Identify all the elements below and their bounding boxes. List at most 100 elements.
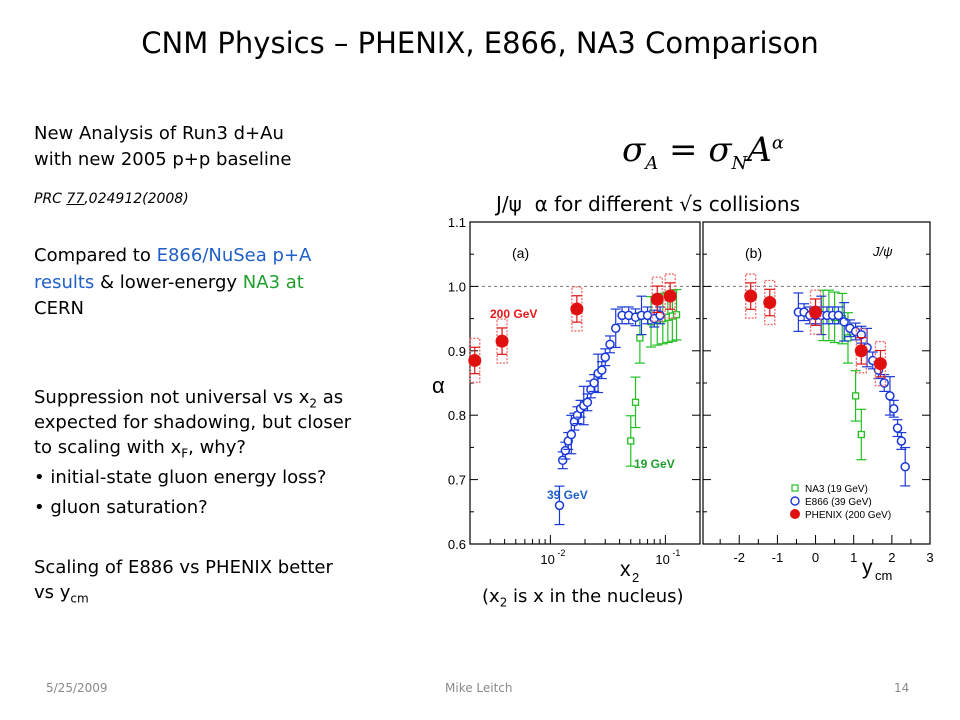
- y-tick-label: 0.9: [448, 344, 466, 359]
- phenix-point: [809, 305, 823, 319]
- panel-particle-label: J/ψ: [872, 244, 893, 259]
- slide-title: CNM Physics – PHENIX, E866, NA3 Comparis…: [141, 26, 819, 60]
- formula-sigma-n: σ: [708, 130, 732, 170]
- e866-point: [597, 365, 607, 375]
- e866-point: [833, 310, 844, 321]
- plot-note-a: (x: [482, 586, 500, 607]
- bullet-saturation: • gluon saturation?: [34, 497, 208, 518]
- formula-sub-n: N: [731, 152, 748, 174]
- e866-point: [589, 378, 599, 388]
- e866-point: [554, 500, 565, 511]
- plot-note-b: is x in the nucleus): [507, 586, 684, 607]
- phenix-point: [495, 334, 509, 348]
- x-tick-label: 2: [888, 550, 895, 565]
- e866-point: [557, 455, 568, 466]
- na3-point: [851, 392, 860, 400]
- scaling-cm-sub: cm: [70, 591, 89, 606]
- y-axis-label: α: [432, 373, 445, 398]
- x-tick-label: -1: [772, 550, 784, 565]
- bullet-energy-loss: • initial-state gluon energy loss?: [34, 467, 327, 488]
- x-axis-label-sub: 2: [632, 570, 639, 585]
- compare-na3: NA3 at: [242, 272, 304, 293]
- scaling-vs: vs y: [34, 582, 71, 603]
- formula-alpha: α: [771, 132, 785, 154]
- na3-point: [627, 437, 635, 445]
- e866-point: [879, 378, 889, 388]
- e866-point: [582, 397, 593, 408]
- footer-author: Mike Leitch: [445, 681, 513, 695]
- compare-line-2: results & lower-energy NA3 at: [34, 271, 304, 295]
- compare-cern: CERN: [34, 298, 84, 319]
- y-tick-label: 1.0: [448, 279, 466, 294]
- x-tick-label: 0: [812, 550, 819, 565]
- scaling-xf-sub: F: [181, 446, 189, 461]
- x-tick-label: 10: [540, 552, 554, 567]
- legend-marker-na3: [791, 484, 799, 492]
- formula-sigma-a: σ: [622, 130, 646, 170]
- e866-point: [896, 436, 907, 446]
- x-tick-exponent: -1: [672, 548, 680, 558]
- formula: σA = σNAα: [622, 130, 784, 174]
- plot-note-sub: 2: [499, 595, 508, 610]
- suppression-text: Suppression not universal vs x: [34, 387, 310, 408]
- plot-title: J/ψ α for different √s collisions: [496, 192, 800, 216]
- suppression-sub: 2: [309, 396, 317, 411]
- plot-title-rest: α for different √s collisions: [534, 192, 800, 216]
- compare-prefix: Compared to: [34, 245, 157, 266]
- scaling-xf-text: to scaling with x: [34, 437, 182, 458]
- reference-volume: 77: [66, 191, 85, 207]
- y-tick-label: 0.8: [448, 408, 466, 423]
- panel-label: (a): [512, 245, 529, 261]
- phenix-point: [854, 344, 868, 358]
- formula-equals: =: [658, 130, 709, 170]
- na3-point: [672, 311, 681, 319]
- phenix-point: [468, 353, 482, 367]
- x-tick-label: 1: [850, 550, 857, 565]
- scaling-xf-end: , why?: [188, 437, 246, 458]
- e866-point: [605, 339, 615, 350]
- e866-point: [885, 391, 895, 401]
- footer-date: 5/25/2009: [46, 681, 108, 695]
- phenix-point: [650, 292, 664, 306]
- phenix-point: [663, 289, 677, 303]
- x-tick-label: 10: [655, 552, 669, 567]
- formula-a: A: [747, 130, 772, 170]
- e866-point: [610, 323, 621, 334]
- annotation-39-gev: 39 GeV: [547, 488, 588, 502]
- suppression-line-1: Suppression not universal vs x2 as: [34, 386, 343, 416]
- analysis-line-1: New Analysis of Run3 d+Au: [34, 123, 284, 144]
- e866-point: [600, 352, 611, 362]
- legend-label: PHENIX (200 GeV): [805, 510, 891, 521]
- x-axis-label: x: [620, 558, 631, 581]
- scaling-line-1: Scaling of E886 vs PHENIX better: [34, 557, 333, 578]
- suppression-line-2: expected for shadowing, but closer: [34, 412, 352, 433]
- legend-marker-e866: [790, 496, 800, 506]
- compare-e866: E866/NuSea p+A: [156, 245, 312, 266]
- x-axis-label-sub: cm: [875, 568, 892, 583]
- analysis-line-2: with new 2005 p+p baseline: [34, 149, 292, 170]
- formula-sub-a: A: [645, 152, 659, 174]
- y-tick-label: 0.6: [448, 537, 466, 552]
- na3-point: [636, 334, 644, 342]
- reference: PRC 77,024912(2008): [34, 191, 189, 207]
- legend-marker-phenix: [790, 509, 800, 519]
- e866-point: [892, 423, 903, 433]
- reference-rest: ,024912(2008): [84, 191, 189, 207]
- na3-point: [631, 398, 640, 406]
- x-tick-label: -2: [733, 550, 745, 565]
- suppression-line-3: to scaling with xF, why?: [34, 436, 246, 466]
- x-axis-label: y: [862, 556, 873, 579]
- panel-frame: [702, 221, 931, 545]
- e866-point: [900, 461, 910, 472]
- scaling-line-2: vs ycm: [34, 581, 89, 611]
- y-tick-label: 0.7: [448, 473, 466, 488]
- phenix-point: [744, 289, 758, 303]
- plot-title-jpsi: J/ψ: [496, 192, 522, 216]
- phenix-point: [873, 357, 887, 371]
- e866-point: [566, 429, 577, 440]
- y-tick-label: 1.1: [448, 215, 466, 230]
- phenix-point: [570, 302, 584, 316]
- phenix-point: [763, 296, 777, 309]
- e866-point: [889, 404, 899, 414]
